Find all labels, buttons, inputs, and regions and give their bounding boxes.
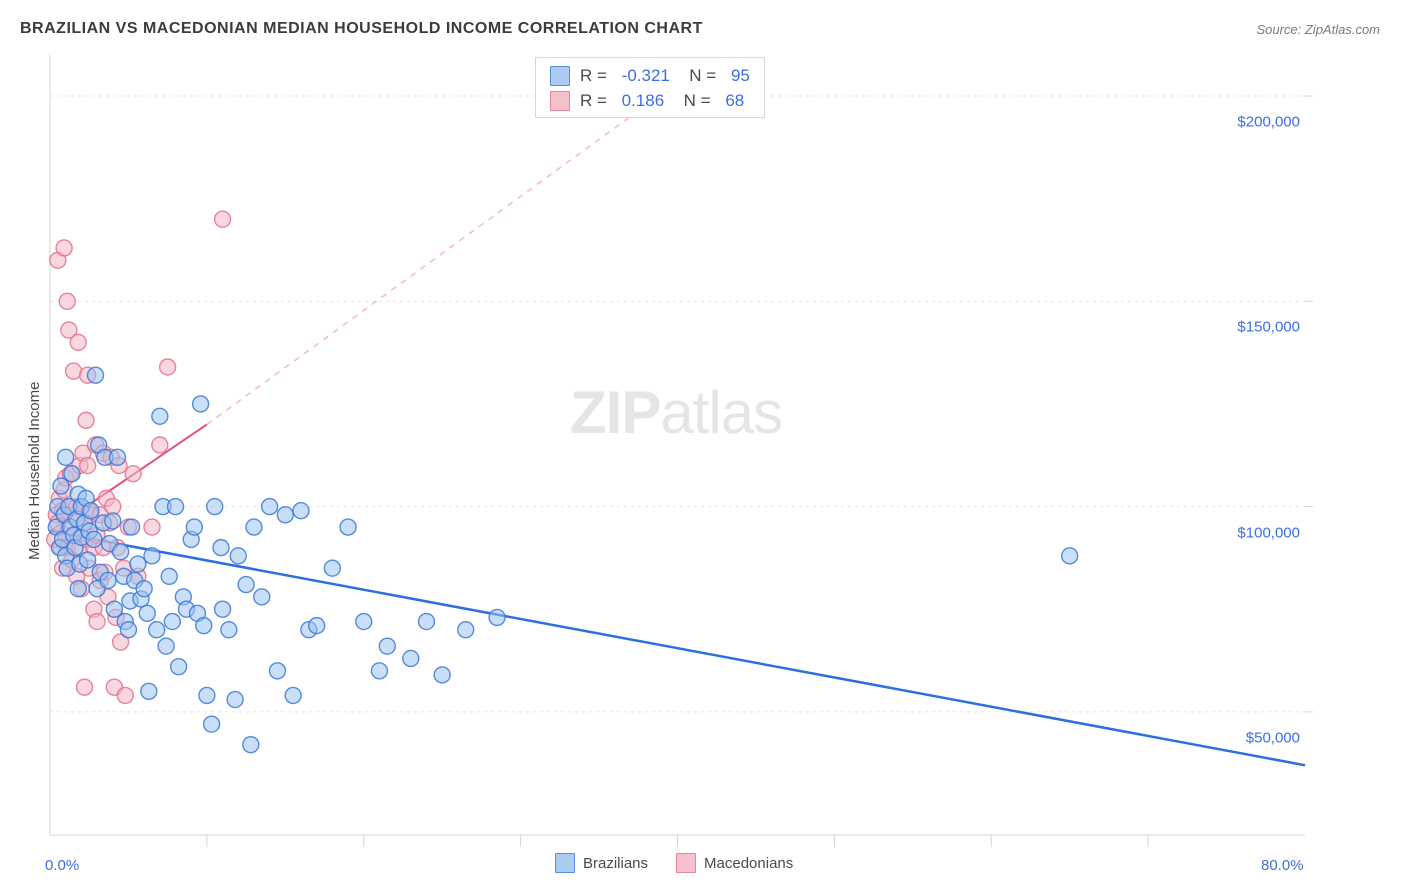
n-label: N = <box>674 89 715 114</box>
swatch-icon <box>555 853 575 873</box>
x-axis-max-label: 80.0% <box>1261 857 1304 874</box>
r-label: R = <box>580 89 612 114</box>
r-value: 0.186 <box>622 89 665 114</box>
r-label: R = <box>580 64 612 89</box>
legend-item-brazilians: Brazilians <box>555 853 648 873</box>
series-legend: Brazilians Macedonians <box>555 853 793 873</box>
swatch-icon <box>550 66 570 86</box>
r-value: -0.321 <box>622 64 670 89</box>
legend-label: Macedonians <box>704 855 793 872</box>
n-value: 68 <box>725 89 744 114</box>
stats-row-brazilians: R = -0.321 N = 95 <box>550 64 750 89</box>
y-tick-label: $50,000 <box>1220 729 1300 746</box>
scatter-chart <box>0 0 1406 892</box>
y-tick-label: $200,000 <box>1220 114 1300 131</box>
n-label: N = <box>680 64 721 89</box>
legend-label: Brazilians <box>583 855 648 872</box>
n-value: 95 <box>731 64 750 89</box>
swatch-icon <box>676 853 696 873</box>
stats-legend: R = -0.321 N = 95R = 0.186 N = 68 <box>535 57 765 118</box>
swatch-icon <box>550 91 570 111</box>
legend-item-macedonians: Macedonians <box>676 853 793 873</box>
x-axis-min-label: 0.0% <box>45 857 79 874</box>
y-tick-label: $150,000 <box>1220 319 1300 336</box>
y-tick-label: $100,000 <box>1220 524 1300 541</box>
stats-row-macedonians: R = 0.186 N = 68 <box>550 89 750 114</box>
